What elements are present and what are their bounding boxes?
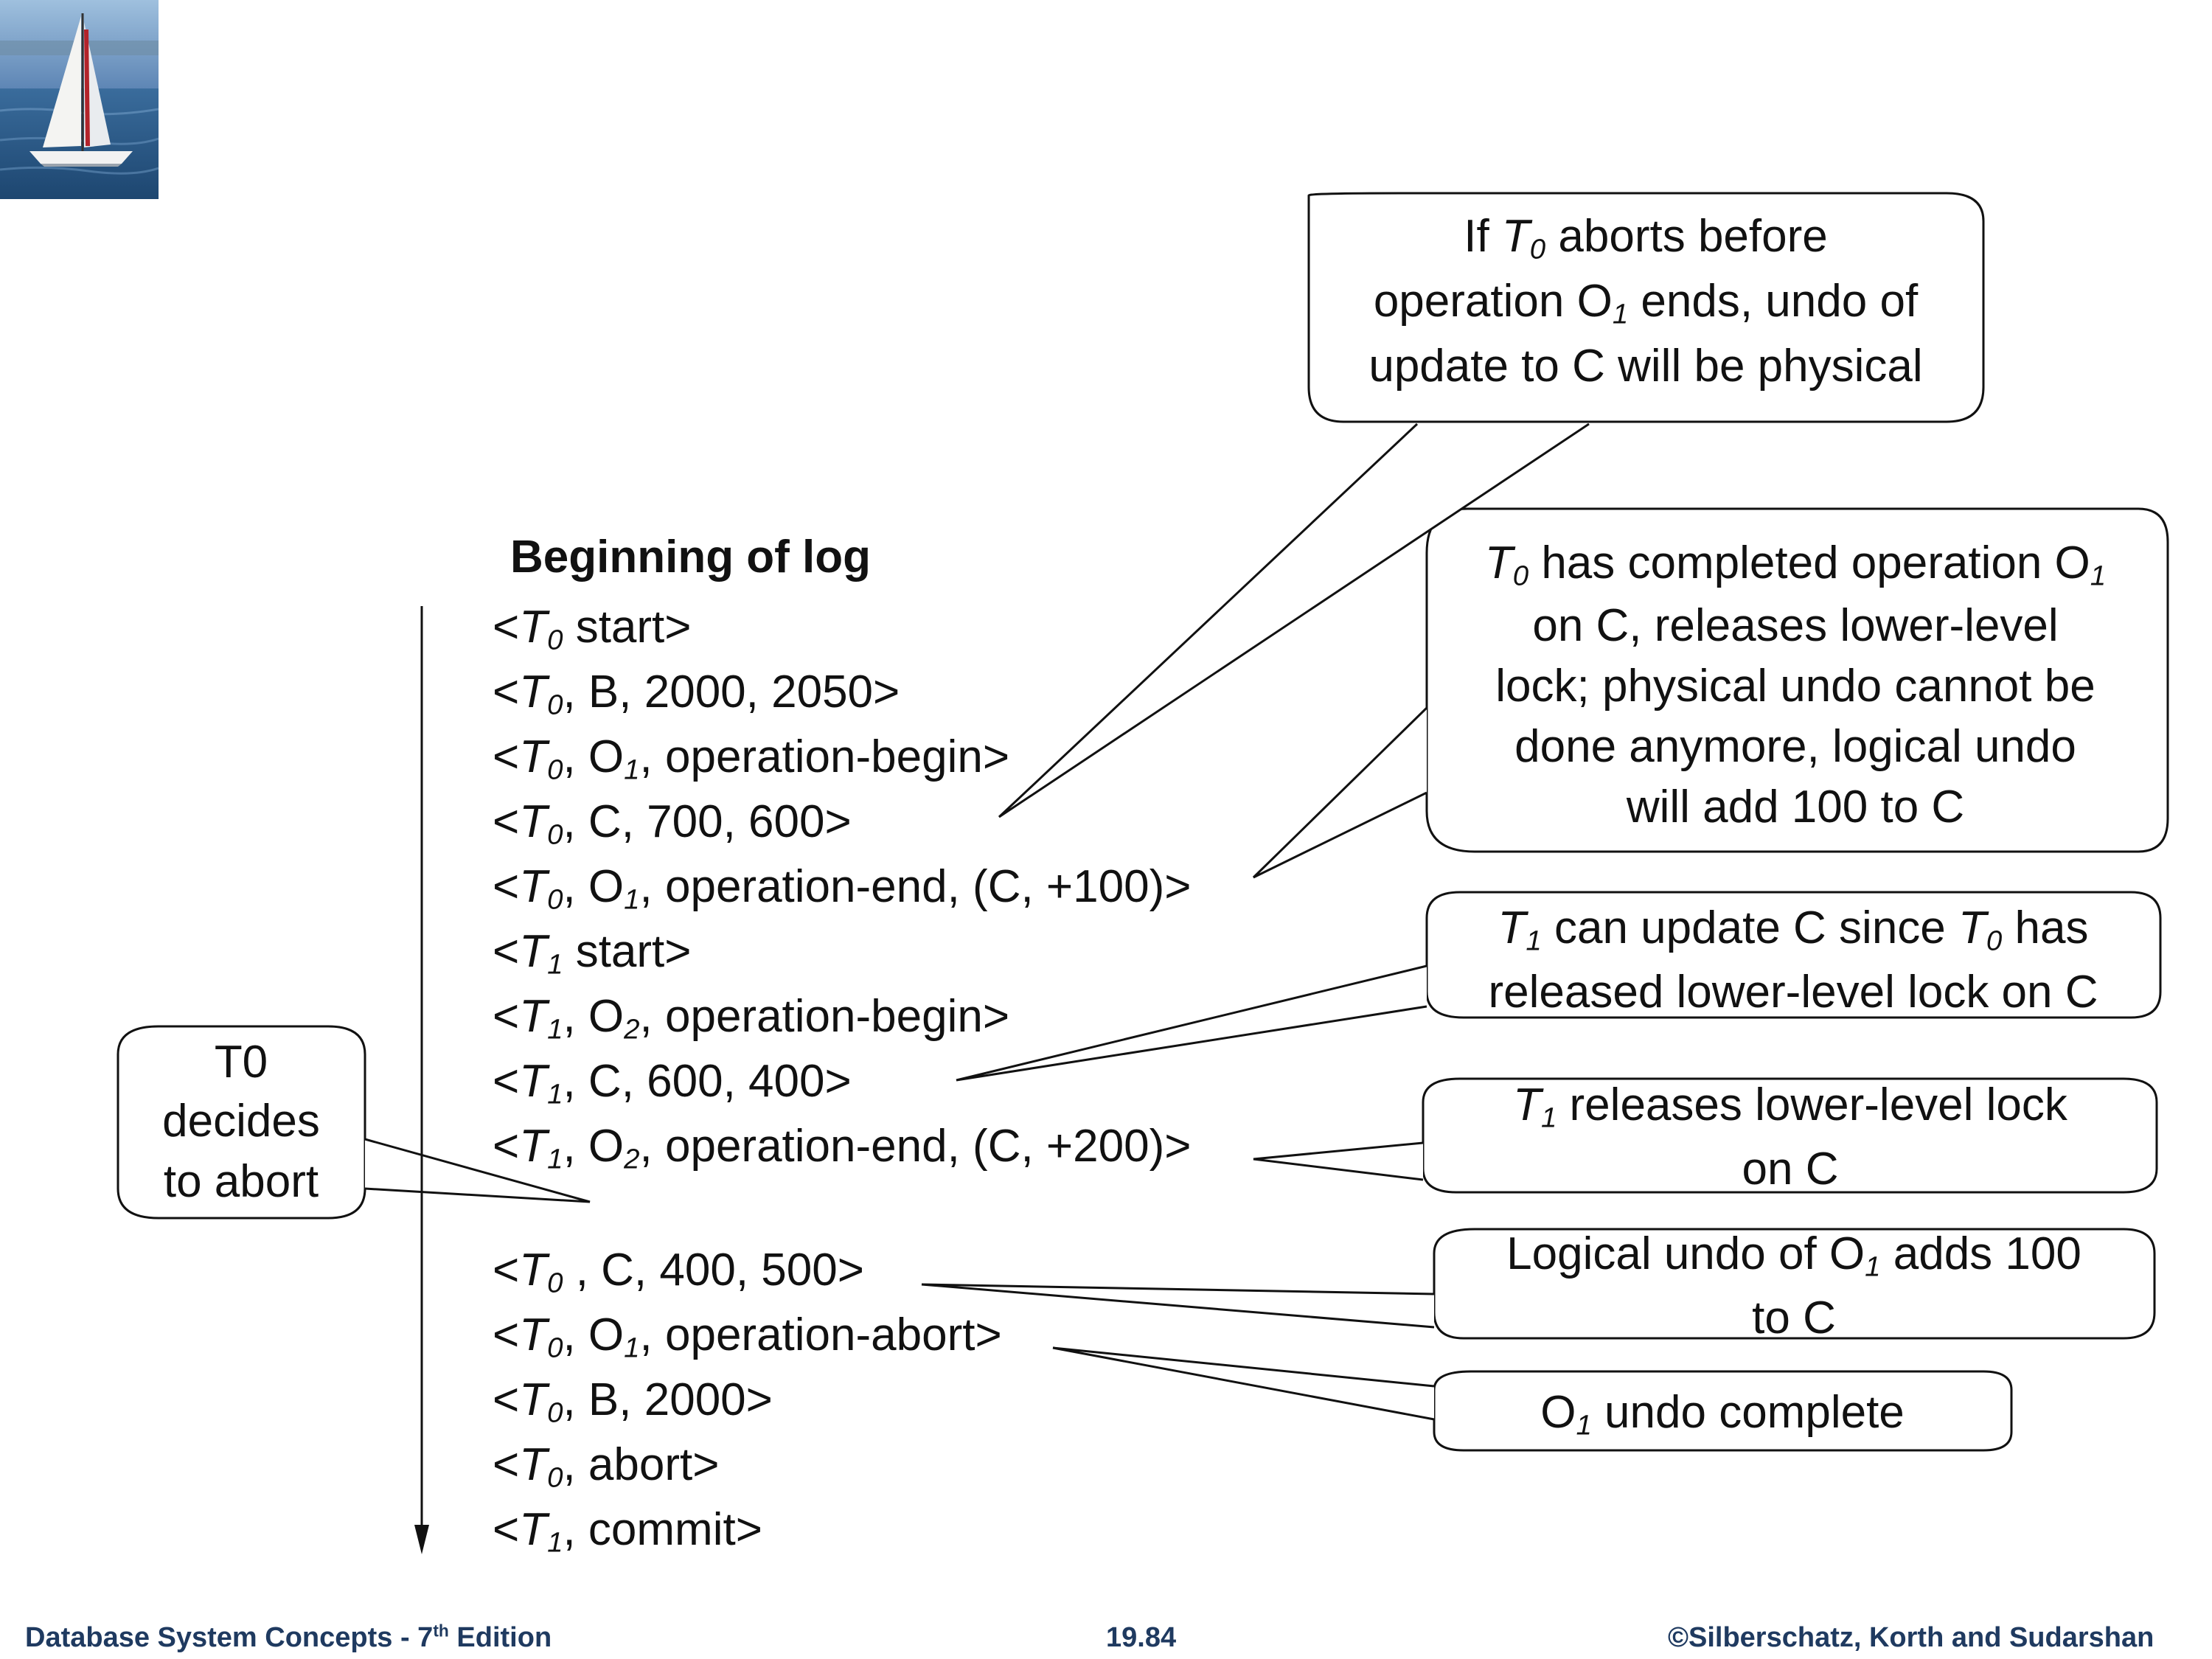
- callout-pointer: [1052, 1346, 1435, 1421]
- callout-bubble: [1307, 192, 1985, 423]
- sailboat-logo-icon: [0, 0, 159, 199]
- callout-bubble: [1433, 1370, 2013, 1452]
- callout-pointer: [1252, 706, 1428, 879]
- callout-bubble: [1422, 1077, 2158, 1194]
- timeline-arrowhead-icon: [414, 1525, 429, 1554]
- callout-pointer: [956, 964, 1427, 1082]
- callout-pointer: [1253, 1141, 1424, 1181]
- callout-bubble: [1425, 507, 2169, 853]
- callout-bubble: [1425, 891, 2162, 1019]
- callout-bubble: [1433, 1228, 2156, 1340]
- callout-pointer: [998, 422, 1590, 818]
- callout-pointer: [364, 1138, 591, 1203]
- callout-bubble: [116, 1025, 366, 1220]
- callout-pointer: [921, 1283, 1435, 1329]
